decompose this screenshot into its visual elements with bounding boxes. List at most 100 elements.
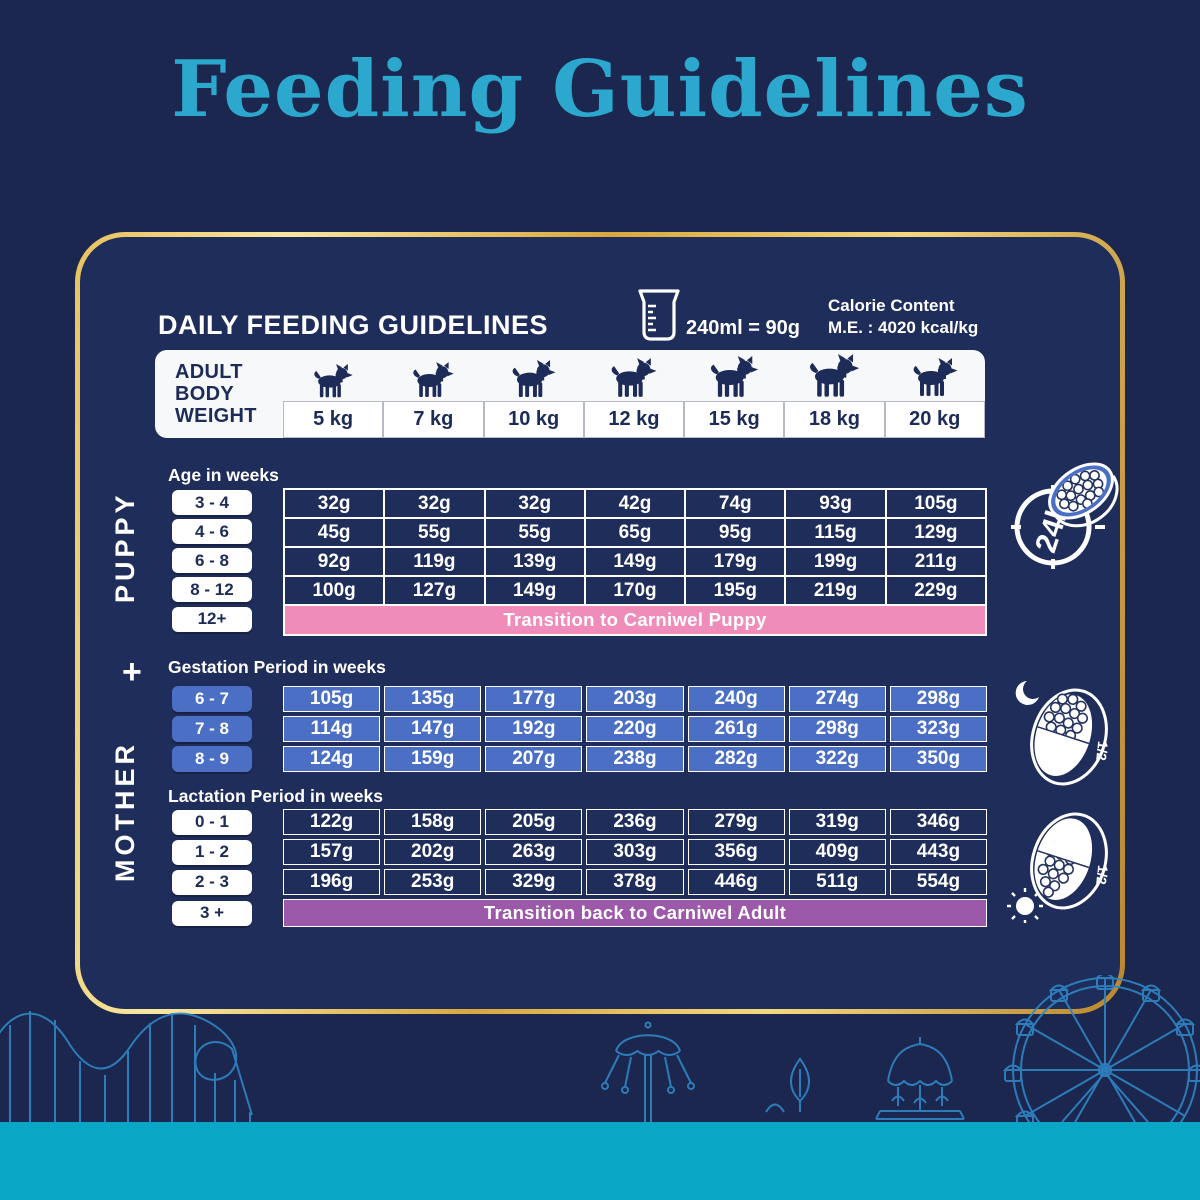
feed-amount-cell: 119g xyxy=(384,547,485,576)
age-range-label: 8 - 12 xyxy=(172,577,252,602)
feed-amount-cell: 42g xyxy=(584,489,686,518)
swing-ride-icon xyxy=(601,1021,695,1122)
transition-to-puppy-banner: Transition to Carniwel Puppy xyxy=(284,605,986,635)
age-range-label: 12+ xyxy=(172,606,252,632)
night-half-bowl-icon: 1/2 xyxy=(1015,681,1111,786)
feed-amount-cell: 170g xyxy=(584,576,686,605)
feed-amount-cell: 32g xyxy=(484,489,585,518)
feed-amount-cell: 323g xyxy=(889,716,987,742)
feed-amount-cell: 65g xyxy=(584,518,686,547)
ferris-wheel-icon xyxy=(1004,975,1200,1122)
week-range-label: 3 + xyxy=(172,900,252,926)
feed-amount-cell: 100g xyxy=(284,576,385,605)
feed-amount-cell: 443g xyxy=(889,839,987,865)
feed-amount-cell: 179g xyxy=(685,547,786,576)
lactation-week-ranges: 0 - 1 1 - 2 2 - 3 3 + xyxy=(172,809,252,927)
feed-amount-cell: 554g xyxy=(889,869,987,895)
weight-column: 20 kg xyxy=(884,350,985,438)
age-range-label: 3 - 4 xyxy=(172,490,252,515)
measuring-cup-icon xyxy=(638,289,680,341)
feed-amount-cell: 195g xyxy=(685,576,786,605)
feed-amount-cell: 220g xyxy=(586,716,684,742)
bottom-accent-bar xyxy=(0,1122,1200,1200)
gestation-label: Gestation Period in weeks xyxy=(168,657,386,677)
calorie-content-label: Calorie Content xyxy=(828,296,955,315)
feed-amount-cell: 55g xyxy=(384,518,485,547)
calorie-content: Calorie Content M.E. : 4020 kcal/kg xyxy=(828,295,978,339)
feed-amount-cell: 177g xyxy=(485,686,583,712)
feed-amount-cell: 207g xyxy=(485,746,583,772)
weight-cell: 20 kg xyxy=(884,401,985,438)
feed-amount-cell: 356g xyxy=(687,839,785,865)
feed-amount-cell: 199g xyxy=(785,547,886,576)
puppy-age-ranges: 3 - 4 4 - 6 6 - 8 8 - 12 12+ xyxy=(172,488,252,634)
transition-to-adult-banner: Transition back to Carniwel Adult xyxy=(283,899,987,927)
feed-amount-cell: 274g xyxy=(788,686,886,712)
lactation-feeding-table: 122g 158g 205g 236g 279g 319g 346g 157g … xyxy=(283,809,987,927)
feed-amount-cell: 139g xyxy=(484,547,585,576)
weight-label-line: BODY xyxy=(175,383,234,405)
feed-amount-cell: 211g xyxy=(885,547,986,576)
feed-amount-cell: 261g xyxy=(687,716,785,742)
feed-amount-cell: 92g xyxy=(284,547,385,576)
feed-amount-cell: 298g xyxy=(788,716,886,742)
half-portion-label: 1/2 xyxy=(1093,740,1111,761)
feed-amount-cell: 409g xyxy=(788,839,886,865)
feed-amount-cell: 32g xyxy=(384,489,485,518)
feed-amount-cell: 298g xyxy=(889,686,987,712)
dog-icon xyxy=(512,360,556,398)
feed-amount-cell: 115g xyxy=(785,518,886,547)
weight-column: 15 kg xyxy=(684,350,785,438)
feed-amount-cell: 202g xyxy=(384,839,482,865)
feed-amount-cell: 279g xyxy=(687,809,785,835)
feed-amount-cell: 205g xyxy=(485,809,583,835)
full-kibble-bowl xyxy=(1048,461,1119,528)
dog-icon xyxy=(810,354,860,397)
feeding-card-inner: DAILY FEEDING GUIDELINES 240ml = 90g Cal… xyxy=(80,237,1120,1009)
half-portion-label: 1/2 xyxy=(1093,864,1111,885)
feed-amount-cell: 149g xyxy=(484,576,585,605)
feed-amount-cell: 45g xyxy=(284,518,385,547)
feed-amount-cell: 192g xyxy=(485,716,583,742)
feed-amount-cell: 511g xyxy=(788,869,886,895)
feed-amount-cell: 93g xyxy=(785,489,886,518)
plus-sign: + xyxy=(122,653,142,691)
feed-amount-cell: 129g xyxy=(885,518,986,547)
feed-amount-cell: 346g xyxy=(889,809,987,835)
feed-amount-cell: 350g xyxy=(889,746,987,772)
weight-cell: 12 kg xyxy=(583,401,685,438)
weight-column: 7 kg xyxy=(383,350,484,438)
moon-icon xyxy=(1015,681,1039,705)
measure-equivalence: 240ml = 90g xyxy=(686,317,800,339)
tree-icon xyxy=(765,1057,810,1113)
amusement-park-lineart xyxy=(0,975,1200,1122)
dog-icon xyxy=(413,362,455,398)
puppy-side-label: PUPPY xyxy=(110,491,140,603)
feed-amount-cell: 196g xyxy=(283,869,381,895)
weight-columns: 5 kg 7 kg 10 kg 12 kg xyxy=(283,350,985,438)
feed-amount-cell: 149g xyxy=(584,547,686,576)
feed-amount-cell: 319g xyxy=(788,809,886,835)
week-range-label: 2 - 3 xyxy=(172,869,252,895)
gestation-feeding-table: 105g 135g 177g 203g 240g 274g 298g 114g … xyxy=(283,686,987,772)
feed-amount-cell: 378g xyxy=(586,869,684,895)
gestation-week-ranges: 6 - 7 7 - 8 8 - 9 xyxy=(172,686,252,772)
feed-amount-cell: 135g xyxy=(384,686,482,712)
week-range-label: 1 - 2 xyxy=(172,839,252,865)
half-kibble-bowl: 1/2 xyxy=(1030,687,1111,786)
week-range-label: 7 - 8 xyxy=(172,716,252,742)
mother-side-label: MOTHER xyxy=(110,741,140,883)
feeding-card: DAILY FEEDING GUIDELINES 240ml = 90g Cal… xyxy=(75,232,1125,1014)
card-heading: DAILY FEEDING GUIDELINES xyxy=(158,310,549,340)
dog-icon xyxy=(913,358,958,396)
feed-amount-cell: 329g xyxy=(485,869,583,895)
calorie-content-value: M.E. : 4020 kcal/kg xyxy=(828,318,979,337)
week-range-label: 6 - 7 xyxy=(172,686,252,712)
feed-amount-cell: 95g xyxy=(685,518,786,547)
age-range-label: 4 - 6 xyxy=(172,519,252,544)
feed-amount-cell: 253g xyxy=(384,869,482,895)
puppy-age-label: Age in weeks xyxy=(168,465,279,485)
weight-cell: 15 kg xyxy=(684,401,785,438)
feed-amount-cell: 32g xyxy=(284,489,385,518)
dog-icon xyxy=(612,358,657,397)
